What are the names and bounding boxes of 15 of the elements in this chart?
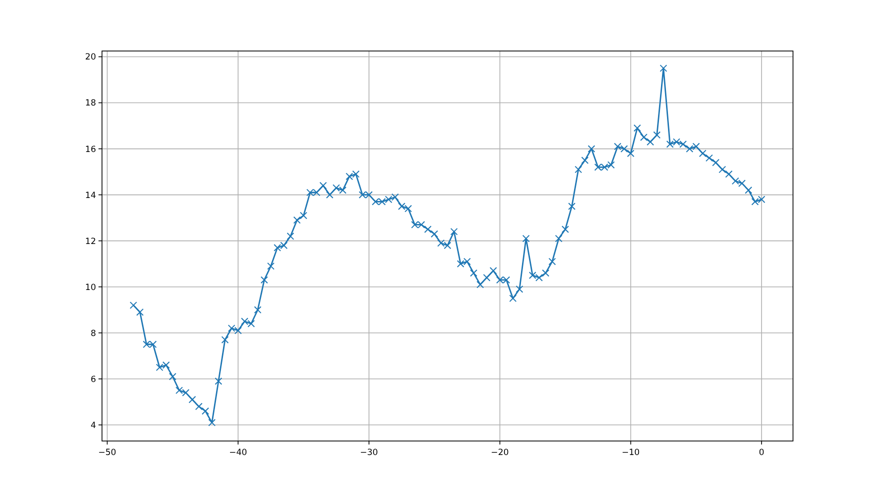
x-tick-label: −10 — [622, 448, 640, 458]
y-tick-label: 20 — [85, 52, 96, 63]
y-tick-label: 8 — [90, 328, 96, 339]
y-tick-label: 16 — [85, 144, 96, 155]
y-tick-label: 10 — [85, 282, 96, 293]
x-tick-label: −20 — [490, 448, 509, 458]
x-tick-label: −30 — [360, 448, 378, 458]
y-tick-label: 12 — [85, 236, 96, 247]
y-tick-label: 6 — [90, 374, 96, 385]
y-tick-label: 18 — [85, 98, 96, 109]
x-tick-label: −40 — [229, 448, 248, 458]
y-tick-label: 14 — [85, 190, 96, 201]
x-tick-label: 0 — [758, 448, 764, 458]
y-tick-label: 4 — [90, 420, 96, 431]
x-tick-label: −50 — [98, 448, 116, 458]
